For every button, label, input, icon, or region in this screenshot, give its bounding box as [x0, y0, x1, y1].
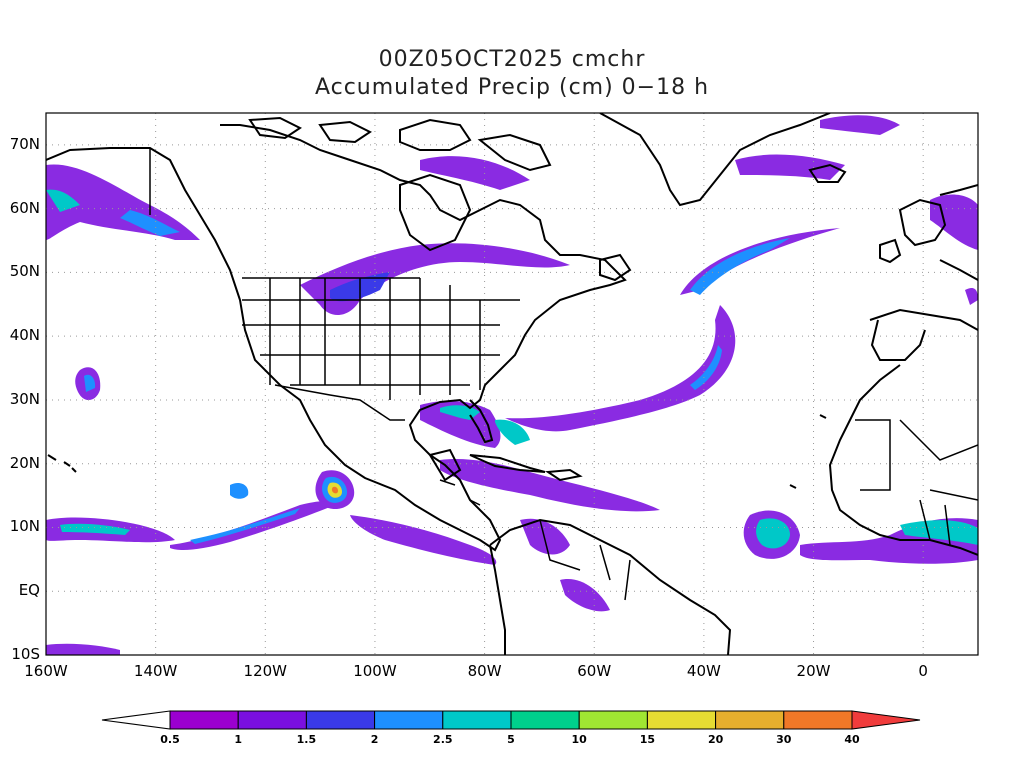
chart-subtitle: Accumulated Precip (cm) 0−18 h	[314, 75, 710, 100]
colorbar-segment	[646, 710, 717, 730]
lon-label: 160W	[24, 662, 68, 680]
lon-label: 80W	[467, 662, 502, 680]
colorbar-tick-label: 2.5	[433, 733, 453, 746]
colorbar-tick-label: 0.5	[160, 733, 180, 746]
map-frame	[45, 112, 979, 656]
lon-label: 0	[918, 662, 928, 680]
lat-label: 60N	[9, 198, 40, 217]
colorbar-tick-label: 20	[707, 733, 724, 746]
coastline-africa	[828, 364, 978, 556]
colorbar-segment	[510, 710, 580, 730]
precip-field	[46, 115, 978, 655]
lat-label: 40N	[9, 326, 40, 345]
coastline-south-america	[489, 518, 732, 655]
colorbar	[101, 710, 921, 730]
lat-lon-grid	[45, 113, 978, 656]
colorbar-tick-label: 40	[844, 733, 860, 746]
precip-area-alaska	[46, 164, 200, 240]
colorbar-segment	[783, 710, 853, 730]
lat-label: 70N	[9, 134, 40, 153]
lat-label: 50N	[9, 262, 40, 281]
colorbar-tick-label: 1	[234, 733, 243, 746]
colorbar-segment	[715, 710, 785, 730]
lon-label: 120W	[243, 662, 288, 680]
coastline-north-america	[46, 124, 627, 552]
colorbar-tick-label: 30	[776, 733, 792, 746]
lat-label: 20N	[9, 453, 40, 472]
lon-label: 140W	[133, 662, 178, 680]
colorbar-segment	[442, 710, 512, 730]
colorbar-above-triangle	[851, 710, 921, 730]
colorbar-segment	[305, 710, 376, 730]
colorbar-tick-label: 5	[507, 733, 515, 746]
colorbar-tick-label: 15	[639, 733, 656, 746]
colorbar-segment	[169, 710, 239, 730]
colorbar-below-triangle	[101, 710, 171, 730]
lon-label: 60W	[577, 662, 612, 680]
colorbar-segment	[237, 710, 307, 730]
coastline-greenland	[599, 113, 831, 207]
lat-label: 10S	[11, 645, 40, 663]
lat-label: 30N	[9, 389, 40, 408]
political-borders	[149, 148, 978, 601]
colorbar-tick-label: 1.5	[296, 733, 317, 746]
lon-label: 40W	[686, 662, 721, 680]
coastlines	[46, 113, 978, 655]
colorbar-tick-label: 10	[571, 733, 587, 746]
lon-label: 100W	[353, 662, 397, 680]
lat-label: EQ	[18, 581, 40, 600]
coastline-europe	[898, 198, 947, 247]
lon-label: 20W	[796, 662, 831, 680]
lat-label: 10N	[9, 517, 40, 536]
colorbar-segment	[578, 710, 648, 730]
precip-area-canada	[300, 243, 570, 316]
colorbar-tick-label: 2	[370, 733, 379, 746]
chart-title: 00Z05OCT2025 cmchr	[378, 47, 646, 72]
colorbar-segment	[374, 710, 444, 730]
